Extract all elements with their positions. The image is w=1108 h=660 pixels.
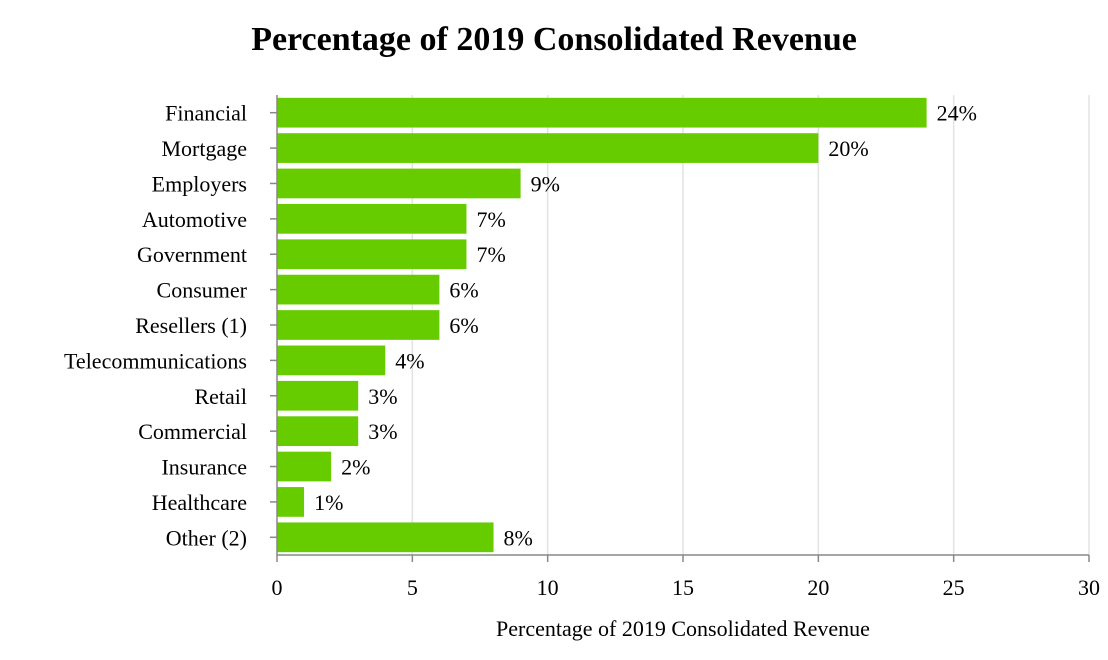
x-tick-label-5: 25 — [943, 575, 965, 600]
category-label-4: Government — [137, 242, 247, 267]
data-label-0: 24% — [937, 101, 977, 126]
category-label-12: Other (2) — [166, 525, 247, 550]
chart-title: Percentage of 2019 Consolidated Revenue — [251, 21, 857, 58]
x-axis-label: Percentage of 2019 Consolidated Revenue — [496, 616, 870, 641]
bar-8 — [277, 380, 359, 411]
bar-9 — [277, 416, 359, 447]
category-label-9: Commercial — [138, 419, 247, 444]
data-label-7: 4% — [395, 348, 424, 373]
axes — [270, 95, 1090, 562]
x-tick-label-3: 15 — [672, 575, 694, 600]
data-label-8: 3% — [368, 384, 397, 409]
category-label-2: Employers — [152, 171, 247, 196]
x-tick-label-1: 5 — [407, 575, 418, 600]
category-labels: Financial Mortgage Employers Automotive Gove… — [64, 101, 248, 551]
data-label-6: 6% — [449, 313, 478, 338]
data-label-12: 8% — [504, 525, 533, 550]
bar-3 — [277, 203, 467, 234]
category-label-10: Insurance — [161, 455, 247, 480]
category-label-0: Financial — [165, 101, 247, 126]
bar-0 — [277, 97, 927, 128]
data-label-10: 2% — [341, 455, 370, 480]
x-tick-label-2: 10 — [537, 575, 559, 600]
category-label-5: Consumer — [157, 278, 248, 303]
data-label-4: 7% — [476, 242, 505, 267]
category-label-7: Telecommunications — [64, 348, 247, 373]
data-label-2: 9% — [531, 171, 560, 196]
x-tick-label-4: 20 — [807, 575, 829, 600]
gridlines — [411, 95, 1090, 555]
category-label-8: Retail — [194, 384, 247, 409]
bar-1 — [277, 133, 819, 163]
data-label-1: 20% — [828, 136, 868, 161]
bar-5 — [277, 274, 440, 305]
category-label-1: Mortgage — [161, 136, 247, 161]
data-labels: 24% 20% 9% 7% 7% 6% 6% 4% 3% 3% 2% 1% 8% — [314, 101, 977, 551]
x-tick-labels: 0 5 10 15 20 25 30 — [272, 575, 1101, 600]
bar-4 — [277, 239, 467, 270]
data-label-3: 7% — [476, 207, 505, 232]
bar-2 — [277, 168, 521, 199]
category-label-11: Healthcare — [152, 490, 247, 515]
bar-7 — [277, 345, 386, 376]
bar-12 — [277, 522, 494, 553]
data-label-11: 1% — [314, 490, 343, 515]
bars — [277, 97, 927, 553]
data-label-9: 3% — [368, 419, 397, 444]
data-label-5: 6% — [449, 278, 478, 303]
category-label-6: Resellers (1) — [135, 313, 247, 338]
x-tick-label-6: 30 — [1078, 575, 1100, 600]
category-label-3: Automotive — [142, 207, 247, 232]
bar-10 — [277, 451, 332, 482]
bar-6 — [277, 310, 440, 340]
bar-11 — [277, 487, 305, 517]
x-tick-label-0: 0 — [272, 575, 283, 600]
